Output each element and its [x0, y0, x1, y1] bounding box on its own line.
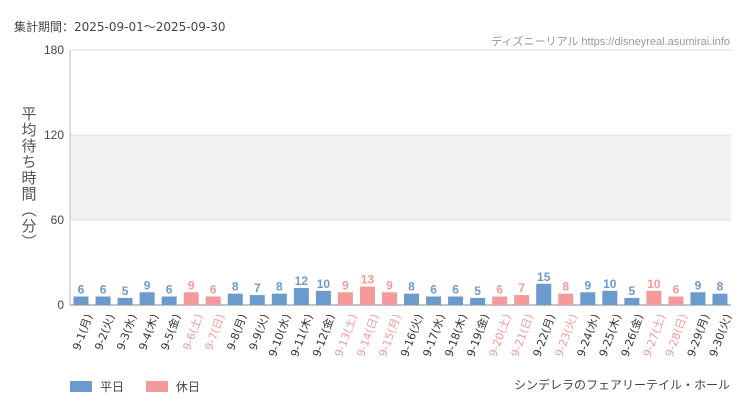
data-label: 8: [408, 280, 415, 294]
y-axis-title: 平均待ち時間（分）: [14, 50, 44, 305]
y-tick-label: 60: [51, 213, 65, 227]
x-tick-label: 9-8(月): [225, 312, 250, 352]
bar: [536, 283, 552, 305]
bar: [514, 295, 530, 305]
x-tick-label: 9-6(土): [180, 312, 205, 352]
bar: [205, 296, 221, 305]
bar: [602, 290, 618, 305]
bar: [668, 296, 684, 305]
legend-weekday-label: 平日: [100, 380, 125, 394]
y-tick-label: 180: [44, 43, 64, 57]
data-label: 6: [100, 283, 107, 297]
legend-weekday-swatch: [70, 381, 92, 392]
period-label: 集計期間：2025-09-01～2025-09-30: [14, 20, 226, 34]
data-label: 13: [361, 273, 375, 287]
y-tick-label: 0: [57, 298, 64, 312]
bar: [95, 296, 111, 305]
data-label: 9: [695, 278, 702, 292]
bar: [580, 292, 596, 305]
bar: [227, 293, 243, 305]
bar: [712, 293, 728, 305]
bar: [646, 290, 662, 305]
data-label: 6: [673, 283, 680, 297]
legend: 平日 休日: [70, 378, 218, 395]
data-label: 9: [386, 278, 393, 292]
bar: [315, 290, 331, 305]
data-label: 7: [518, 281, 525, 295]
bar: [381, 292, 397, 305]
bar: [271, 293, 287, 305]
data-label: 8: [276, 280, 283, 294]
data-label: 8: [232, 280, 239, 294]
data-label: 5: [474, 284, 481, 298]
data-label: 9: [144, 278, 151, 292]
legend-weekday: 平日: [70, 378, 124, 395]
data-label: 6: [452, 283, 459, 297]
data-label: 8: [717, 280, 724, 294]
bar: [183, 292, 199, 305]
legend-holiday-swatch: [145, 381, 168, 392]
data-label: 5: [629, 284, 636, 298]
bar: [293, 288, 309, 305]
bar: [624, 297, 640, 305]
data-label: 7: [254, 281, 261, 295]
data-label: 6: [430, 283, 437, 297]
bar: [690, 292, 706, 305]
data-label: 6: [210, 283, 217, 297]
legend-holiday-label: 休日: [175, 380, 200, 394]
x-tick-label: 9-9(火): [247, 312, 272, 352]
bar: [404, 293, 420, 305]
bar: [139, 292, 155, 305]
bar: [359, 286, 375, 305]
data-label: 5: [122, 284, 129, 298]
bar: [470, 297, 486, 305]
data-label: 9: [188, 278, 195, 292]
bar: [448, 296, 464, 305]
data-label: 9: [584, 278, 591, 292]
x-tick-label: 9-3(水): [114, 312, 139, 352]
bar: [161, 296, 177, 305]
x-tick-label: 9-4(木): [136, 312, 161, 352]
data-label: 10: [647, 277, 661, 291]
bar: [117, 297, 133, 305]
y-tick-label: 120: [44, 128, 64, 142]
x-tick-label: 9-2(火): [92, 312, 117, 352]
attraction-name: シンデレラのフェアリーテイル・ホール: [513, 378, 730, 392]
x-tick-label: 9-7(日): [202, 312, 227, 352]
data-label: 6: [78, 283, 85, 297]
bar: [73, 296, 89, 305]
data-label: 6: [166, 283, 173, 297]
bar: [558, 293, 574, 305]
x-tick-label: 9-1(月): [70, 312, 95, 352]
data-label: 12: [295, 274, 309, 288]
bar: [249, 295, 265, 305]
data-label: 9: [342, 278, 349, 292]
source-credit: ディズニーリアル https://disneyreal.asumirai.inf…: [491, 36, 730, 48]
data-label: 6: [496, 283, 503, 297]
bar: [492, 296, 508, 305]
data-label: 15: [537, 270, 551, 284]
bar: [337, 292, 353, 305]
data-label: 8: [562, 280, 569, 294]
bar: [426, 296, 442, 305]
x-tick-label: 9-5(金): [157, 312, 183, 352]
shaded-band: [70, 135, 731, 220]
legend-holiday: 休日: [145, 378, 200, 395]
data-label: 10: [603, 277, 617, 291]
y-axis-title-text: 平均待ち時間（分）: [19, 105, 38, 250]
data-label: 10: [317, 277, 331, 291]
